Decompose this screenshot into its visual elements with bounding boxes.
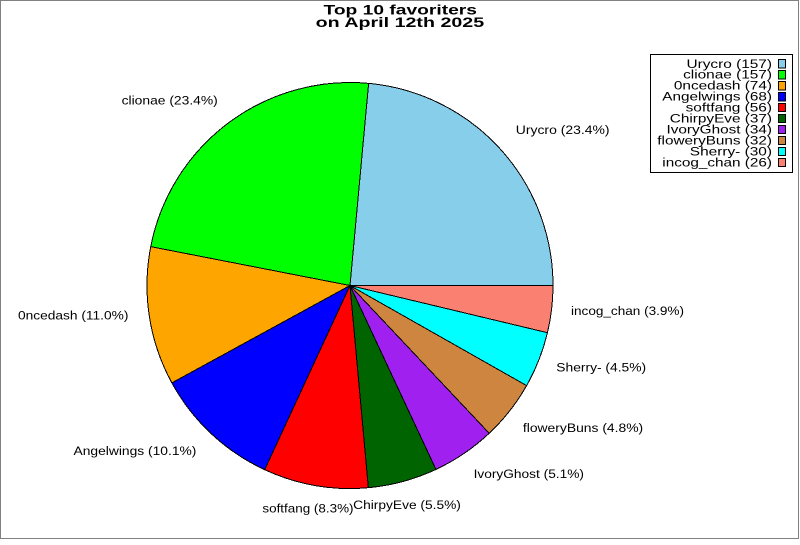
svg-text:softfang (56): softfang (56) [686,101,772,115]
svg-text:Urycro (157): Urycro (157) [687,57,773,71]
svg-text:0ncedash (11.0%): 0ncedash (11.0%) [18,309,128,323]
svg-text:floweryBuns (32): floweryBuns (32) [657,133,772,147]
svg-text:ChirpyEve (5.5%): ChirpyEve (5.5%) [353,498,461,512]
svg-text:incog_chan (3.9%): incog_chan (3.9%) [571,304,684,318]
svg-text:0ncedash (74): 0ncedash (74) [674,79,772,93]
svg-text:floweryBuns (4.8%): floweryBuns (4.8%) [523,421,643,435]
svg-text:clionae (23.4%): clionae (23.4%) [122,94,218,108]
svg-text:Angelwings (10.1%): Angelwings (10.1%) [74,444,197,458]
svg-text:Angelwings (68): Angelwings (68) [662,90,772,104]
svg-text:IvoryGhost (34): IvoryGhost (34) [667,123,773,137]
svg-text:on April 12th 2025: on April 12th 2025 [316,15,485,30]
svg-text:Sherry- (30): Sherry- (30) [690,144,772,158]
svg-text:ChirpyEve (37): ChirpyEve (37) [670,112,772,126]
svg-text:clionae (157): clionae (157) [683,68,772,82]
svg-text:Top 10 favoriters: Top 10 favoriters [324,2,478,17]
svg-text:IvoryGhost (5.1%): IvoryGhost (5.1%) [474,467,584,481]
svg-text:Sherry- (4.5%): Sherry- (4.5%) [556,360,646,374]
svg-text:incog_chan (26): incog_chan (26) [662,155,772,169]
svg-text:softfang (8.3%): softfang (8.3%) [262,501,353,515]
svg-text:Urycro (23.4%): Urycro (23.4%) [516,123,610,137]
